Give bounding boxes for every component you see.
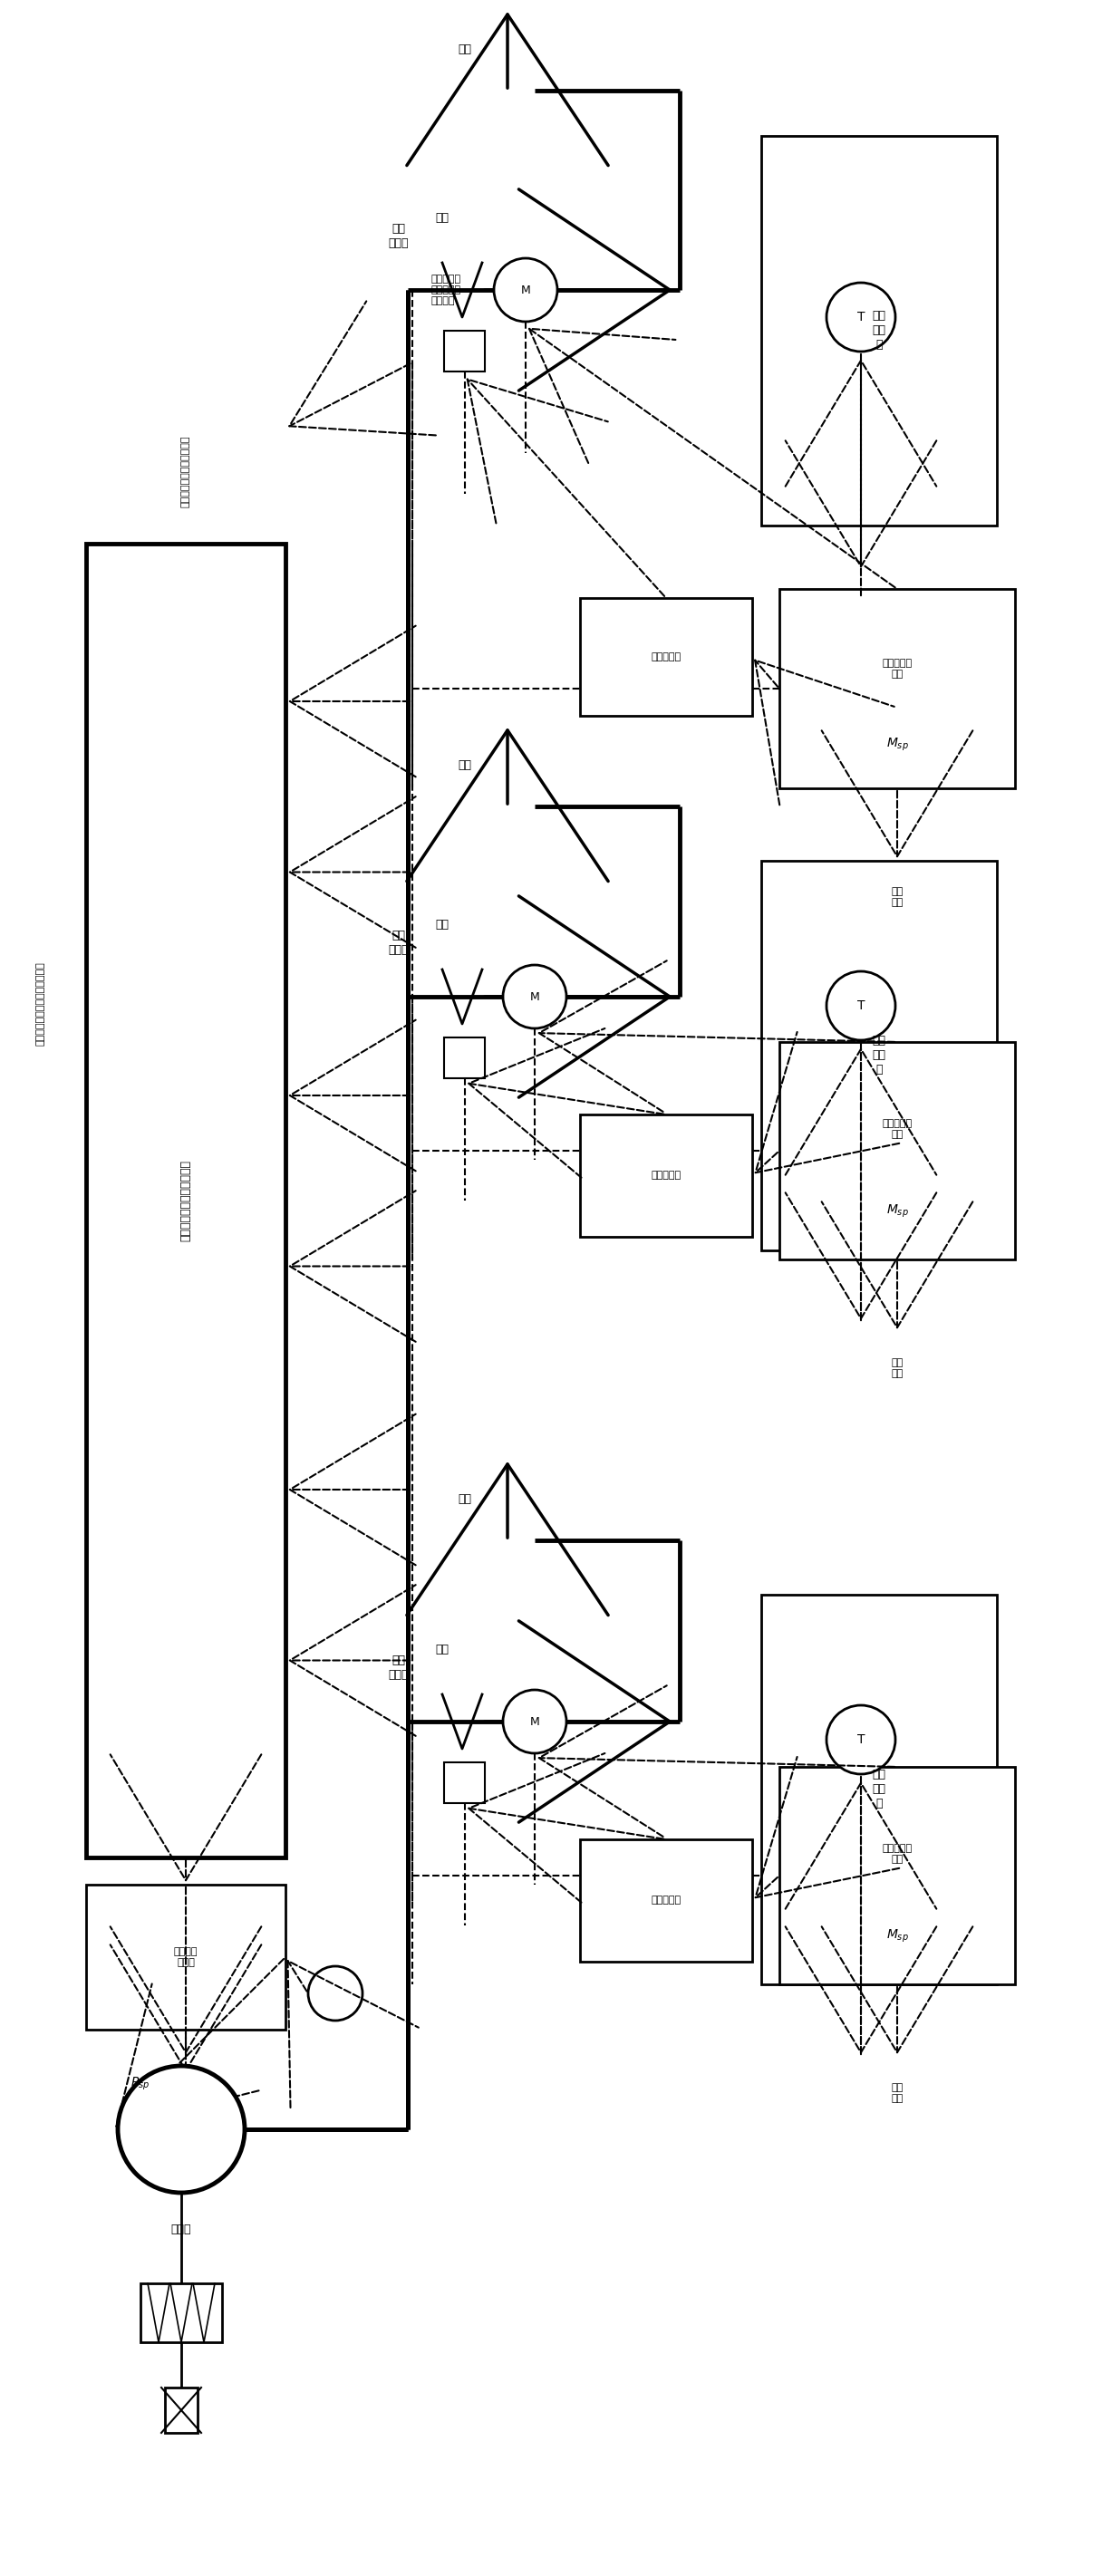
- Circle shape: [826, 971, 895, 1041]
- Circle shape: [118, 2066, 245, 2192]
- Text: 回风: 回风: [457, 1494, 472, 1504]
- Bar: [761, 1595, 997, 1984]
- Text: 末端
送风量: 末端 送风量: [389, 222, 409, 250]
- Text: 调节
设定: 调节 设定: [892, 1358, 904, 1378]
- Text: 风机转速
控制器: 风机转速 控制器: [174, 1947, 197, 1968]
- Circle shape: [494, 258, 558, 322]
- Bar: [779, 590, 1015, 788]
- Bar: [779, 1767, 1015, 1984]
- Text: 风量设定值
控制: 风量设定值 控制: [883, 1844, 912, 1865]
- Bar: [140, 2282, 222, 2342]
- Text: T: T: [857, 999, 865, 1012]
- Text: 风量
控制
器: 风量 控制 器: [873, 309, 886, 350]
- Bar: [580, 1839, 753, 1963]
- Text: 送风机: 送风机: [171, 2223, 192, 2236]
- Text: T: T: [857, 1734, 865, 1747]
- Circle shape: [826, 283, 895, 350]
- Text: M: M: [530, 1716, 540, 1728]
- Text: 送风: 送风: [435, 1643, 449, 1654]
- Bar: [444, 1038, 485, 1079]
- Circle shape: [503, 966, 566, 1028]
- Text: 容错送风静压设定值优化器: 容错送风静压设定值优化器: [181, 435, 191, 507]
- Text: 容错送风静压设定值优化器: 容错送风静压设定值优化器: [180, 1159, 192, 1242]
- Text: T: T: [857, 312, 865, 325]
- Text: 末端
送风量: 末端 送风量: [389, 930, 409, 956]
- Text: $M_{sp}$: $M_{sp}$: [886, 1929, 908, 1945]
- Bar: [86, 544, 285, 1857]
- Text: $M_{sp}$: $M_{sp}$: [886, 737, 908, 752]
- Bar: [761, 137, 997, 526]
- Text: 风量控制器: 风量控制器: [651, 1172, 681, 1180]
- Text: M: M: [530, 992, 540, 1002]
- Bar: [165, 2388, 197, 2432]
- Text: 风量控制器: 风量控制器: [651, 652, 681, 662]
- Circle shape: [309, 1965, 363, 2020]
- Text: 回风: 回风: [457, 760, 472, 773]
- Text: M: M: [521, 283, 530, 296]
- Bar: [444, 1762, 485, 1803]
- Text: 风量控制器: 风量控制器: [651, 1896, 681, 1906]
- Text: 风量
控制
器: 风量 控制 器: [873, 1036, 886, 1077]
- Text: $M_{sp}$: $M_{sp}$: [886, 1203, 908, 1221]
- Text: 风量设定值
控制: 风量设定值 控制: [883, 1118, 912, 1139]
- Bar: [86, 1886, 285, 2030]
- Text: $P_{sp}$: $P_{sp}$: [131, 2076, 150, 2092]
- Text: 调节
设定: 调节 设定: [892, 886, 904, 907]
- Text: 送风: 送风: [435, 211, 449, 224]
- Text: 末端
送风量: 末端 送风量: [389, 1654, 409, 1680]
- Text: 风量
控制
器: 风量 控制 器: [873, 1770, 886, 1811]
- Circle shape: [503, 1690, 566, 1754]
- Bar: [580, 598, 753, 716]
- Text: 调节
设定: 调节 设定: [892, 2084, 904, 2102]
- Bar: [580, 1115, 753, 1236]
- Bar: [761, 860, 997, 1249]
- Text: 送风: 送风: [435, 917, 449, 930]
- Circle shape: [826, 1705, 895, 1775]
- Text: 回风: 回风: [457, 44, 472, 57]
- Text: 风量设定值
控制: 风量设定值 控制: [883, 659, 912, 680]
- Text: 其他末端带
风量设定值
和测量值: 其他末端带 风量设定值 和测量值: [431, 273, 461, 307]
- Bar: [444, 330, 485, 371]
- Bar: [779, 1043, 1015, 1260]
- Text: 其他末端带风量设定值和测量值: 其他末端带风量设定值和测量值: [36, 961, 45, 1046]
